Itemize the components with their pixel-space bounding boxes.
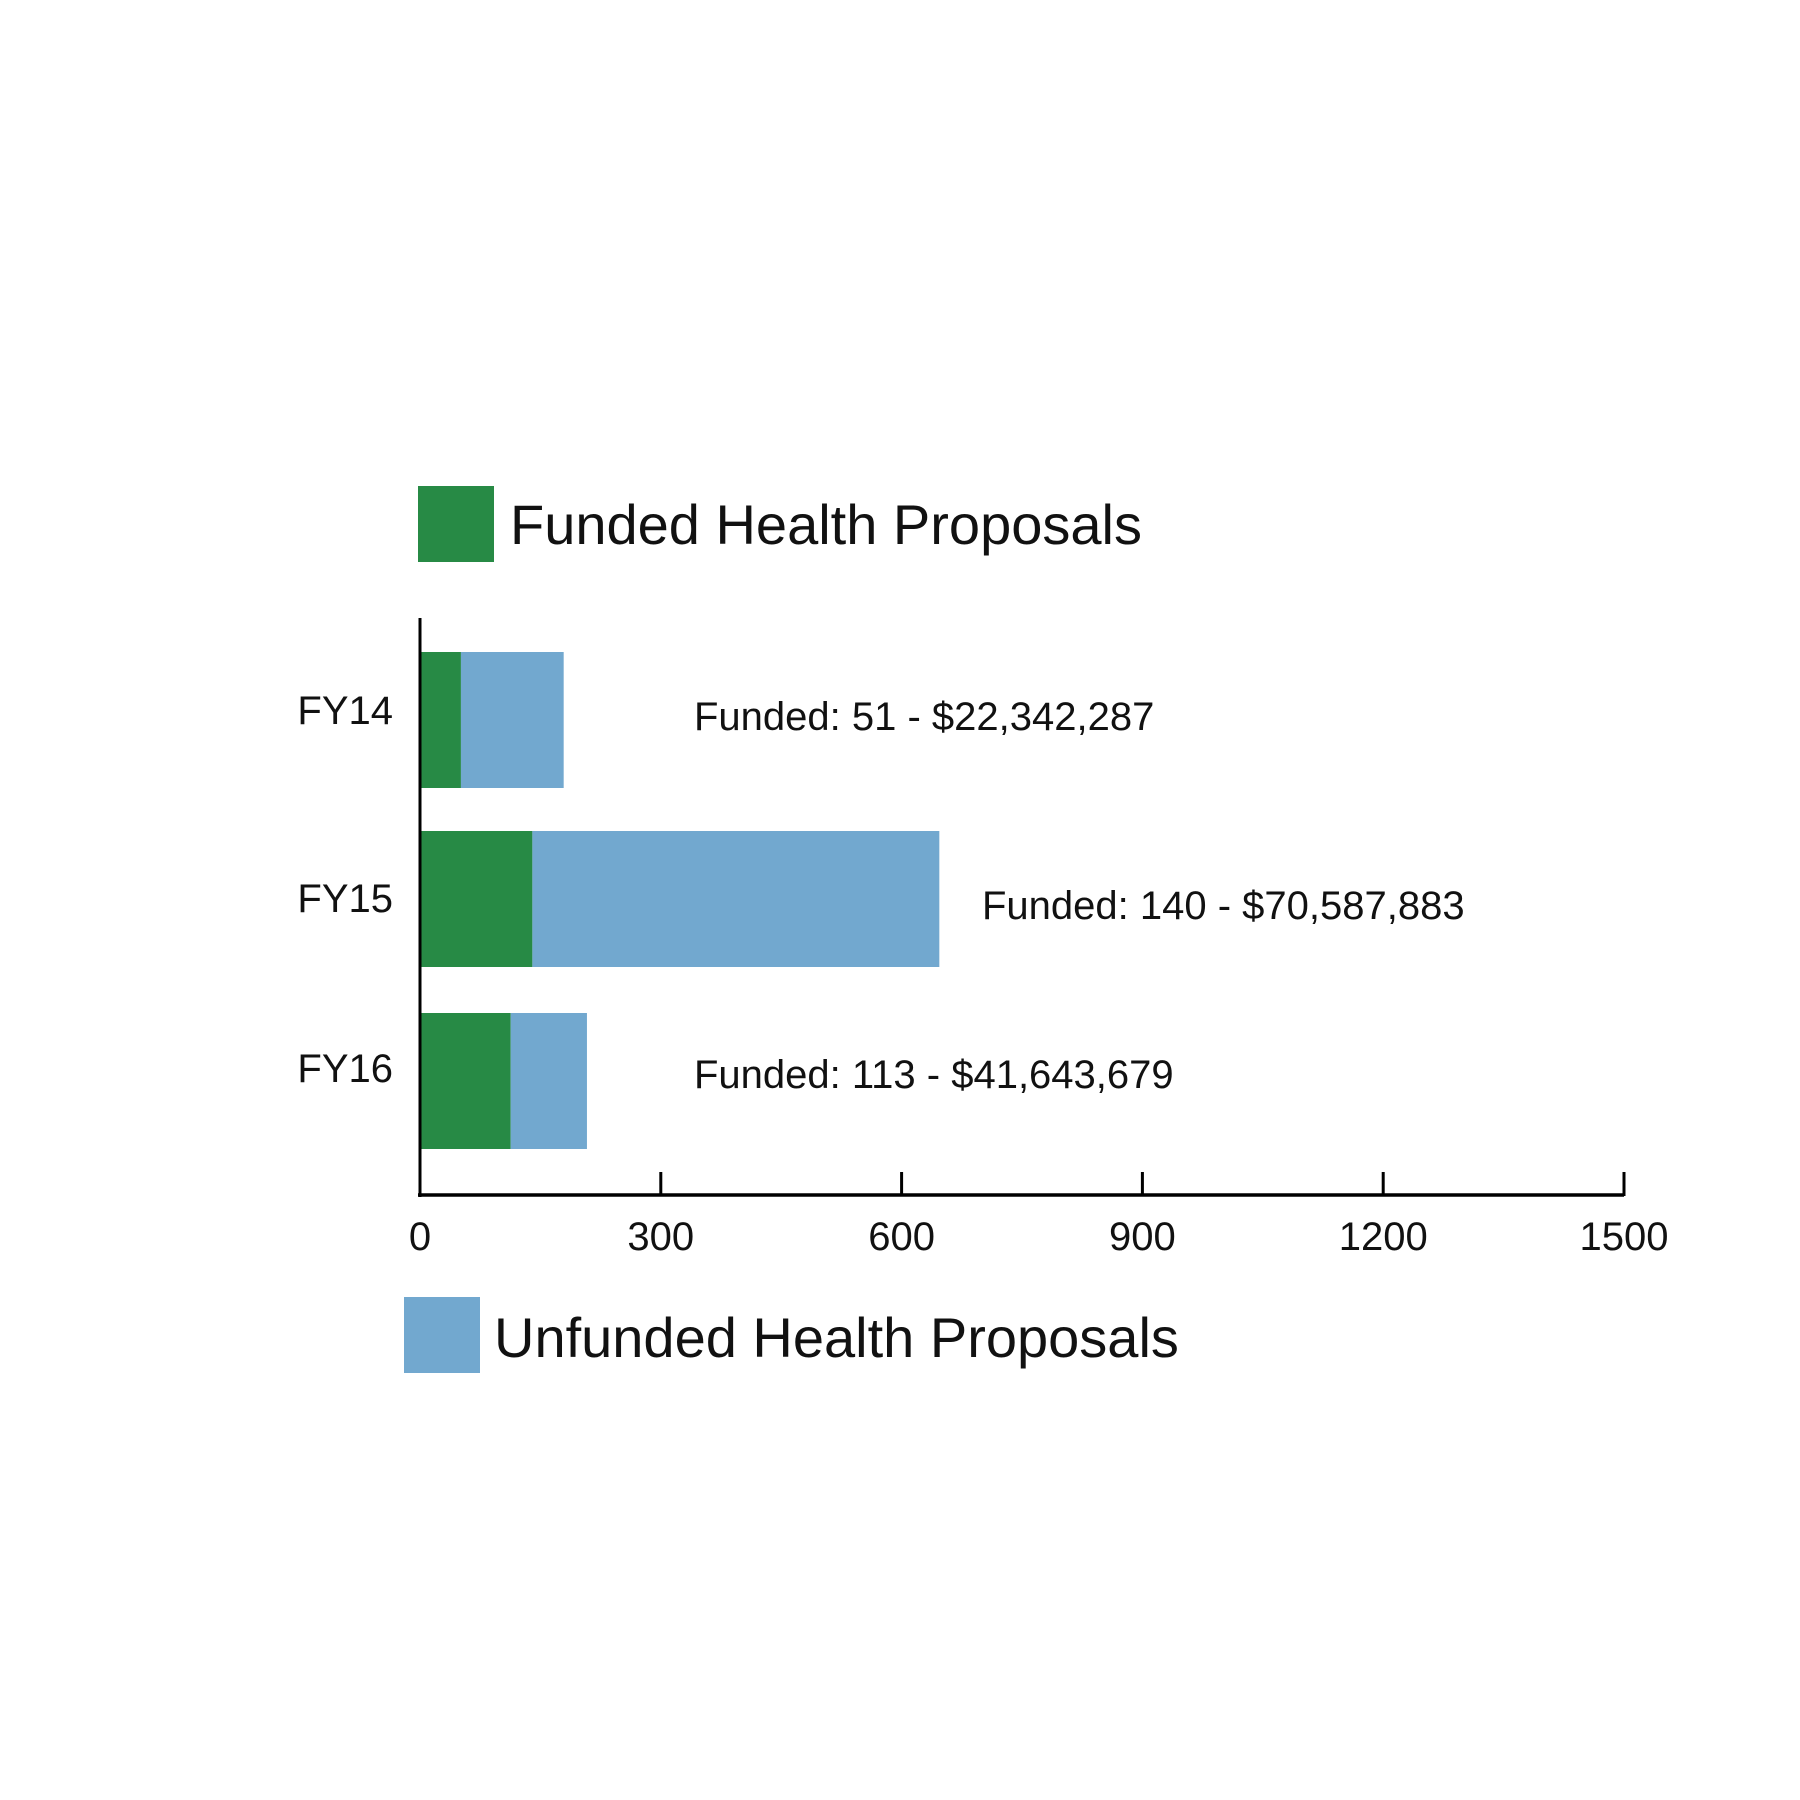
category-label-fy16: FY16 xyxy=(297,1047,393,1091)
legend-unfunded-label: Unfunded Health Proposals xyxy=(494,1306,1179,1369)
data-label-fy15: Funded: 140 - $70,587,883 xyxy=(982,884,1465,928)
bar-fy16-funded xyxy=(420,1013,511,1149)
category-label-fy15: FY15 xyxy=(297,877,393,921)
x-tick-label-300: 300 xyxy=(627,1215,694,1259)
legend-funded-swatch xyxy=(418,486,494,562)
x-tick-label-1500: 1500 xyxy=(1580,1215,1669,1259)
data-label-fy14: Funded: 51 - $22,342,287 xyxy=(694,695,1154,739)
x-tick-label-0: 0 xyxy=(409,1215,431,1259)
bar-fy16-unfunded xyxy=(510,1013,587,1149)
legend-funded: Funded Health Proposals xyxy=(418,486,1142,562)
x-axis-ticks: 0 300 600 900 1200 1500 xyxy=(409,1172,1669,1259)
x-tick-label-600: 600 xyxy=(868,1215,935,1259)
x-tick-label-1200: 1200 xyxy=(1339,1215,1428,1259)
bar-fy15-funded xyxy=(420,831,533,967)
bar-fy14-funded xyxy=(420,652,461,788)
x-tick-label-900: 900 xyxy=(1109,1215,1176,1259)
bar-fy15-unfunded xyxy=(532,831,940,967)
bars xyxy=(420,652,940,1149)
bar-fy14-unfunded xyxy=(460,652,564,788)
legend-funded-label: Funded Health Proposals xyxy=(510,493,1142,556)
legend-unfunded-swatch xyxy=(404,1297,480,1373)
category-label-fy14: FY14 xyxy=(297,689,393,733)
data-labels: Funded: 51 - $22,342,287 Funded: 140 - $7… xyxy=(694,695,1465,1097)
data-label-fy16: Funded: 113 - $41,643,679 xyxy=(694,1053,1174,1097)
category-labels: FY14 FY15 FY16 xyxy=(297,689,393,1091)
legend-unfunded: Unfunded Health Proposals xyxy=(404,1297,1179,1373)
